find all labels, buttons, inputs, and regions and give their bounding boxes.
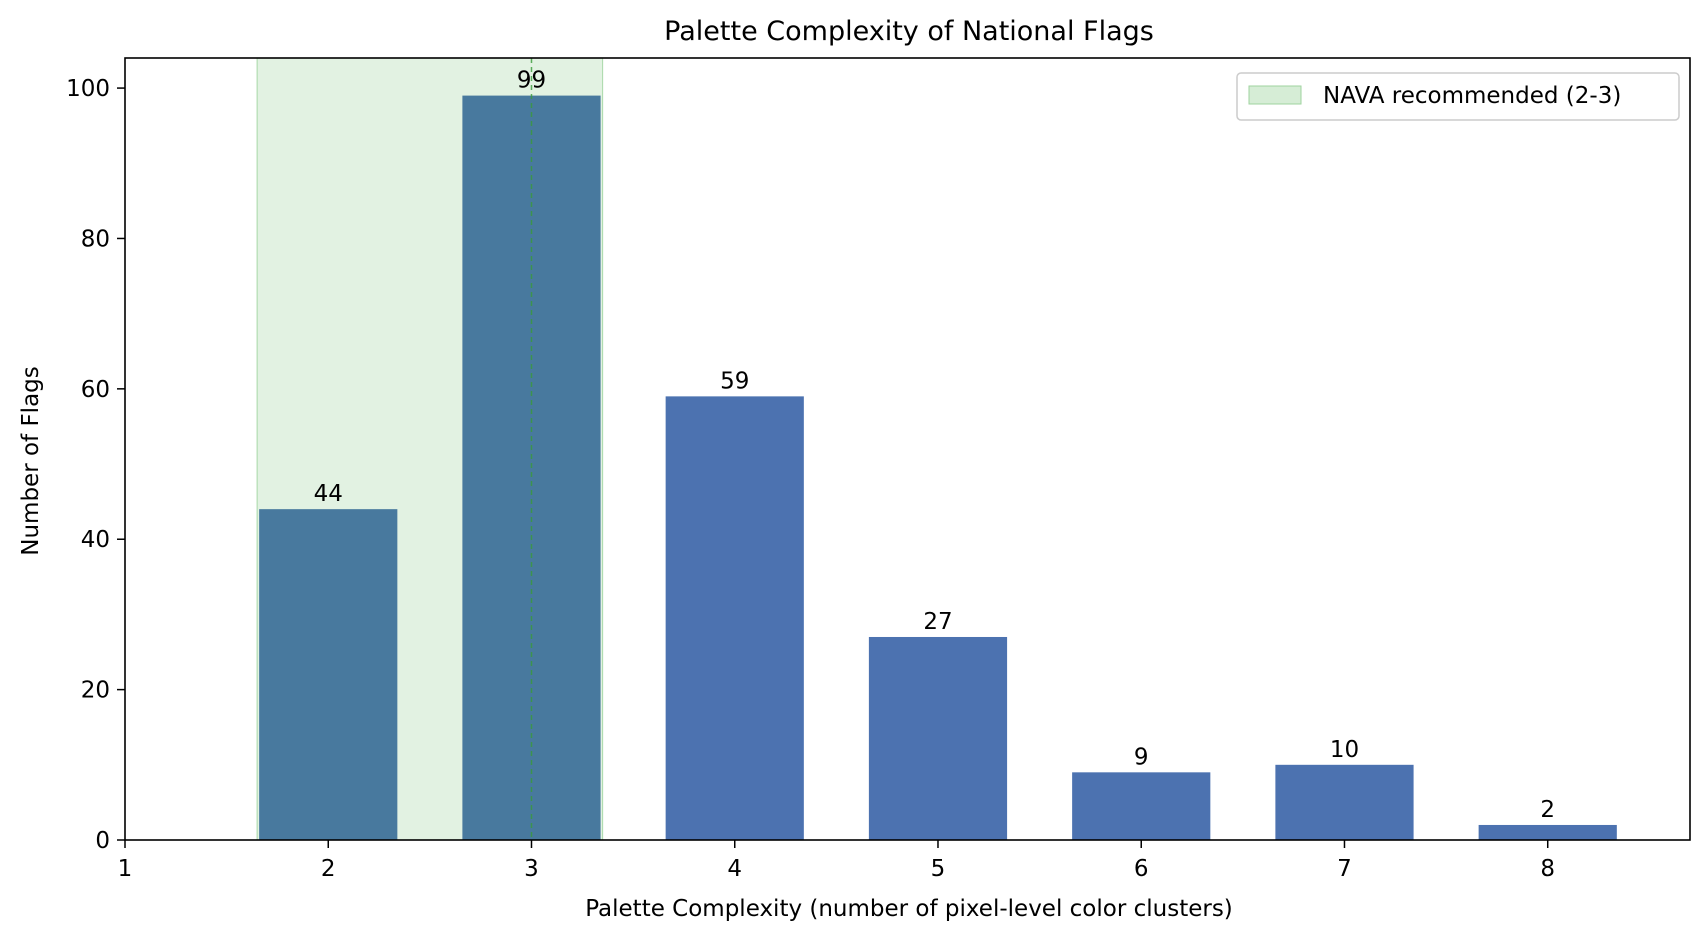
x-tick-label-4: 4 [727,856,742,882]
y-tick-label-80: 80 [81,226,110,252]
y-tick-label-100: 100 [66,76,110,102]
x-tick-label-1: 1 [118,856,133,882]
data-label-7: 10 [1330,737,1359,763]
bar-4 [665,396,804,840]
x-tick-label-8: 8 [1540,856,1555,882]
legend-swatch-nava-band [1248,85,1302,105]
legend-label-nava-band: NAVA recommended (2-3) [1323,83,1621,109]
x-tick-label-3: 3 [524,856,539,882]
data-label-6: 9 [1134,744,1149,770]
x-tick-label-7: 7 [1337,856,1352,882]
y-tick-label-20: 20 [81,678,110,704]
x-tick-label-6: 6 [1134,856,1149,882]
x-tick-label-5: 5 [931,856,946,882]
axes-frame [124,57,1691,841]
bar-7 [1275,764,1414,840]
data-label-8: 2 [1540,797,1555,823]
legend: NAVA recommended (2-3) [1236,72,1680,121]
bar-6 [1072,772,1211,840]
bar-5 [868,636,1008,840]
y-tick-label-60: 60 [81,377,110,403]
x-axis-label: Palette Complexity (number of pixel-leve… [585,896,1233,922]
bar-8 [1478,824,1617,840]
y-tick-label-0: 0 [95,828,110,854]
chart-title: Palette Complexity of National Flags [664,16,1154,47]
y-axis-label: Number of Flags [18,366,44,555]
bar-2 [259,509,398,840]
x-tick-label-2: 2 [321,856,336,882]
data-label-2: 44 [314,481,343,507]
y-tick-label-40: 40 [81,527,110,553]
data-label-5: 27 [923,609,952,635]
data-label-4: 59 [720,368,749,394]
legend-frame [1236,72,1680,121]
